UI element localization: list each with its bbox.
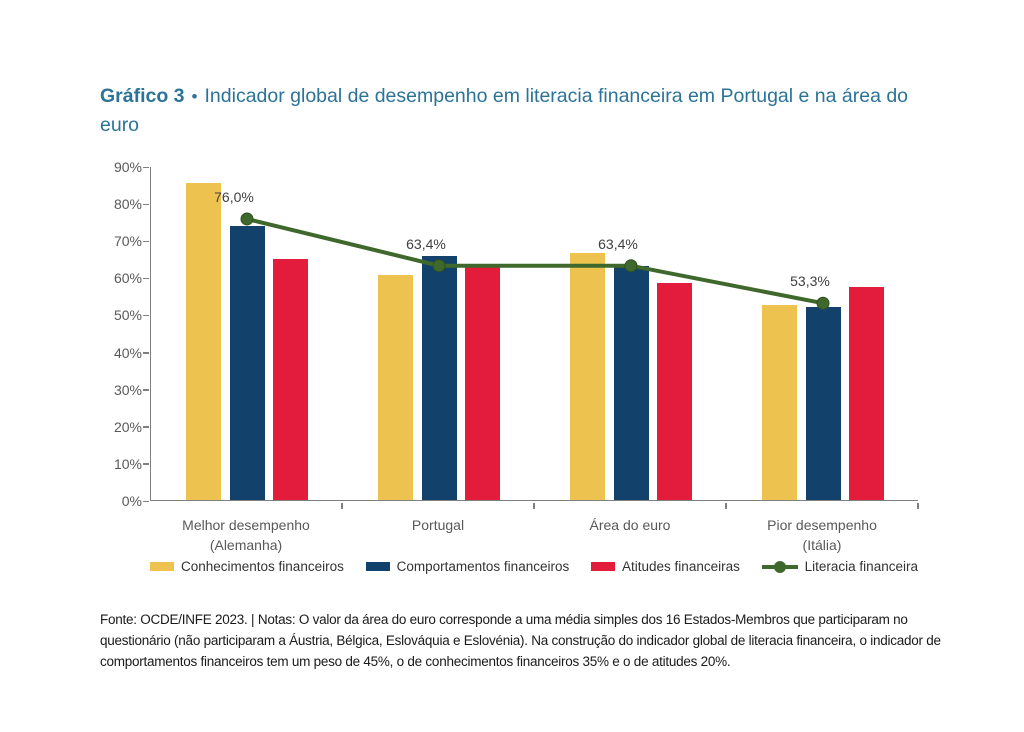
y-axis-tick-label: 20% <box>113 418 142 435</box>
bar-atitudes-financeiras <box>465 266 500 500</box>
x-category-label: Melhor desempenho (Alemanha) <box>182 517 310 553</box>
bar-atitudes-financeiras <box>657 282 692 500</box>
y-axis-tick-label: 90% <box>113 159 142 175</box>
chart-title-text: Indicador global de desempenho em litera… <box>100 85 909 136</box>
legend-swatch-atitudes-financeiras <box>591 562 616 571</box>
legend-label: Comportamentos financeiros <box>396 559 570 574</box>
line-point-value-label: 63,4% <box>598 235 638 252</box>
legend: Conhecimentos financeiros Comportamentos … <box>150 559 918 574</box>
y-axis-tick-mark <box>143 166 149 168</box>
legend-item: Literacia financeira <box>761 559 918 574</box>
line-series-literacia-financeira <box>240 212 830 310</box>
x-axis-tick-mark <box>917 502 919 509</box>
chart-area: Conhecimentos financeiros Comportamentos … <box>100 155 928 587</box>
y-axis-tick-label: 70% <box>113 233 142 250</box>
y-axis-tick-mark <box>143 426 149 428</box>
legend-label: Atitudes financeiras <box>622 559 740 574</box>
y-axis-tick-mark <box>143 240 149 243</box>
y-axis-tick-mark <box>143 389 149 391</box>
y-axis-tick-label: 60% <box>113 270 142 287</box>
y-axis-tick-label: 40% <box>113 344 142 361</box>
y-axis-tick-mark <box>143 352 149 354</box>
bar-comportamentos-financeiros <box>229 226 265 500</box>
line-point-marker <box>432 259 446 273</box>
bar-comportamentos-financeiros <box>613 266 649 500</box>
y-axis-tick-label: 0% <box>121 493 142 509</box>
bar-comportamentos-financeiros <box>421 256 457 500</box>
y-axis-tick-mark <box>143 203 149 206</box>
line-point-value-label: 76,0% <box>214 188 254 205</box>
y-axis-tick-mark <box>143 277 149 280</box>
bar-comportamentos-financeiros <box>805 307 841 500</box>
legend-item: Comportamentos financeiros <box>365 559 570 574</box>
y-axis-tick-label: 10% <box>113 455 142 472</box>
y-axis-tick-mark <box>143 500 149 502</box>
legend-line-marker-icon <box>761 560 798 573</box>
legend-swatch-comportamentos-financeiros <box>365 562 390 571</box>
bar-conhecimentos-financeiros <box>186 182 221 500</box>
source-note: Fonte: OCDE/INFE 2023. | Notas: O valor … <box>100 612 941 669</box>
y-axis-tick-label: 30% <box>113 381 142 398</box>
x-category-label: Pior desempenho (Itália) <box>767 517 877 553</box>
bar-atitudes-financeiras <box>273 258 308 500</box>
bar-conhecimentos-financeiros <box>762 305 797 500</box>
line-point-marker <box>624 259 638 273</box>
y-axis-tick-mark <box>143 463 149 465</box>
x-category-label: Portugal <box>411 517 465 533</box>
y-axis-tick-label: 80% <box>113 196 142 213</box>
x-axis-tick-mark <box>725 502 727 509</box>
line-point-marker <box>240 212 254 226</box>
line-point-value-label: 53,3% <box>790 273 830 290</box>
y-axis-tick-label: 50% <box>113 307 142 324</box>
legend-label: Conhecimentos financeiros <box>181 559 344 574</box>
bar-conhecimentos-financeiros <box>378 275 413 500</box>
legend-item: Atitudes financeiras <box>591 559 740 574</box>
y-axis-tick-mark <box>143 314 149 317</box>
bar-atitudes-financeiras <box>849 286 884 500</box>
line-path <box>246 217 824 306</box>
x-category-label: Área do euro <box>589 517 671 533</box>
chart-title: Gráfico 3 • Indicador global de desempenho… <box>100 82 928 139</box>
x-axis-tick-mark <box>533 502 535 509</box>
plot-area <box>150 167 918 501</box>
bar-conhecimentos-financeiros <box>570 253 605 500</box>
line-point-value-label: 63,4% <box>406 235 446 252</box>
legend-swatch-conhecimentos-financeiros <box>150 562 174 571</box>
title-bullet-separator: • <box>191 87 198 106</box>
line-point-marker <box>816 296 830 310</box>
legend-item: Conhecimentos financeiros <box>150 559 344 574</box>
chart-title-number: Gráfico 3 <box>100 85 185 107</box>
legend-label: Literacia financeira <box>804 559 918 574</box>
x-axis-tick-mark <box>341 502 343 509</box>
